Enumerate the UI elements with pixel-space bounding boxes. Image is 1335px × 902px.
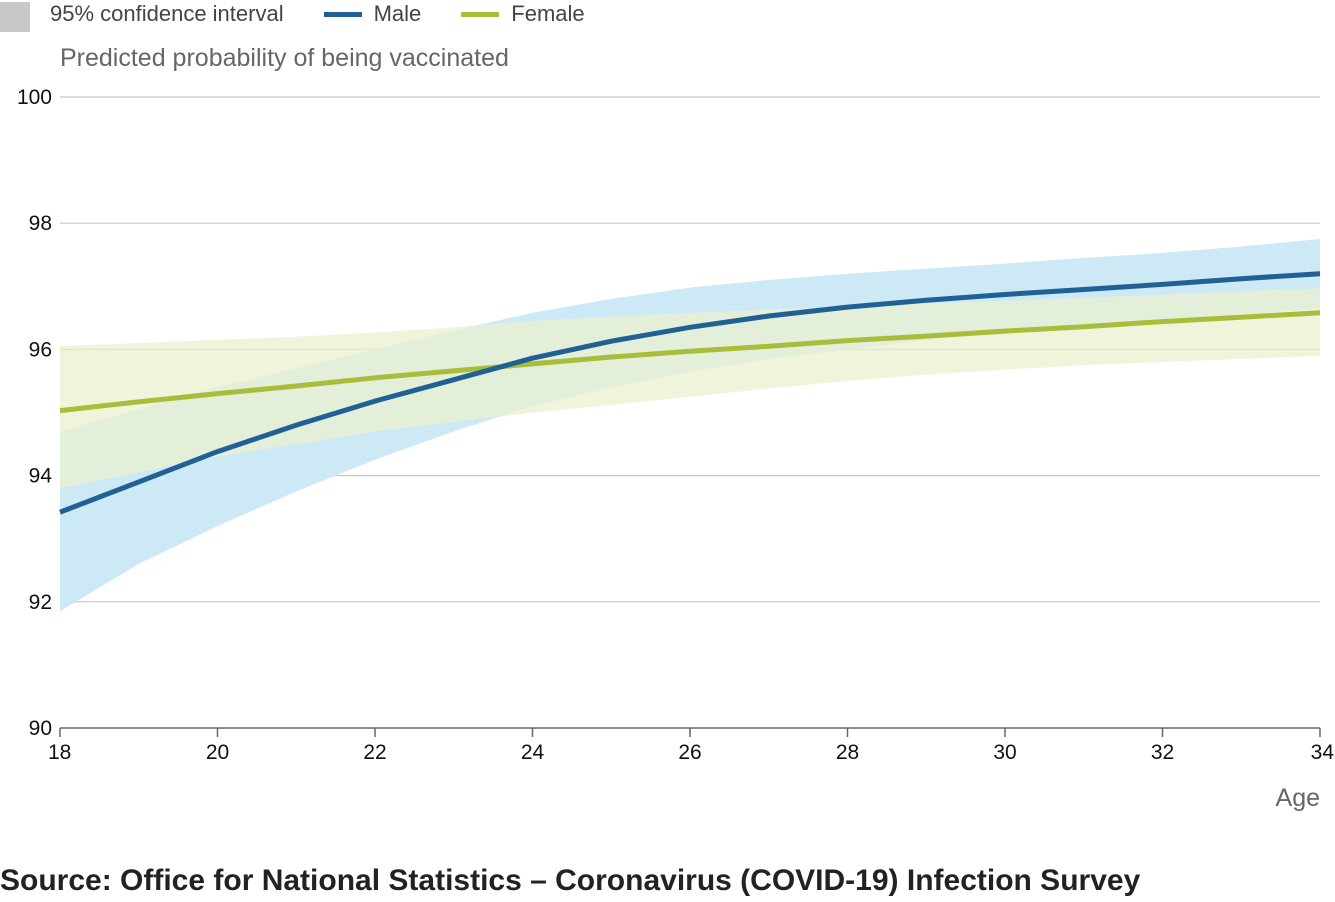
legend-female-swatch (461, 12, 499, 17)
x-tick-label-24: 24 (521, 741, 545, 764)
legend-item-female: Female (461, 1, 584, 27)
x-tick-label-26: 26 (678, 741, 701, 764)
x-tick-label-18: 18 (48, 741, 71, 764)
y-tick-label-96: 96 (29, 338, 52, 361)
legend-female-label: Female (511, 1, 584, 27)
source-note: Source: Office for National Statistics –… (0, 864, 1140, 898)
legend-item-male: Male (324, 1, 422, 27)
legend-item-ci: 95% confidence interval (0, 0, 284, 32)
x-tick-label-30: 30 (993, 741, 1016, 764)
legend: 95% confidence interval Male Female (0, 0, 625, 28)
y-tick-label-92: 92 (29, 591, 52, 614)
x-tick-label-22: 22 (363, 741, 386, 764)
legend-ci-label: 95% confidence interval (50, 1, 284, 27)
x-tick-label-28: 28 (836, 741, 859, 764)
legend-ci-swatch (0, 2, 30, 32)
x-axis-title: Age (1276, 784, 1320, 812)
legend-male-label: Male (374, 1, 422, 27)
x-tick-label-34: 34 (1311, 741, 1335, 764)
x-tick-label-20: 20 (206, 741, 229, 764)
y-axis-title: Predicted probability of being vaccinate… (60, 44, 509, 72)
x-tick-label-32: 32 (1151, 741, 1174, 764)
y-tick-label-98: 98 (29, 212, 52, 235)
y-tick-label-100: 100 (17, 86, 52, 109)
confidence-bands (60, 239, 1320, 611)
legend-male-swatch (324, 12, 362, 17)
y-tick-label-90: 90 (29, 717, 52, 740)
y-tick-label-94: 94 (29, 465, 53, 488)
